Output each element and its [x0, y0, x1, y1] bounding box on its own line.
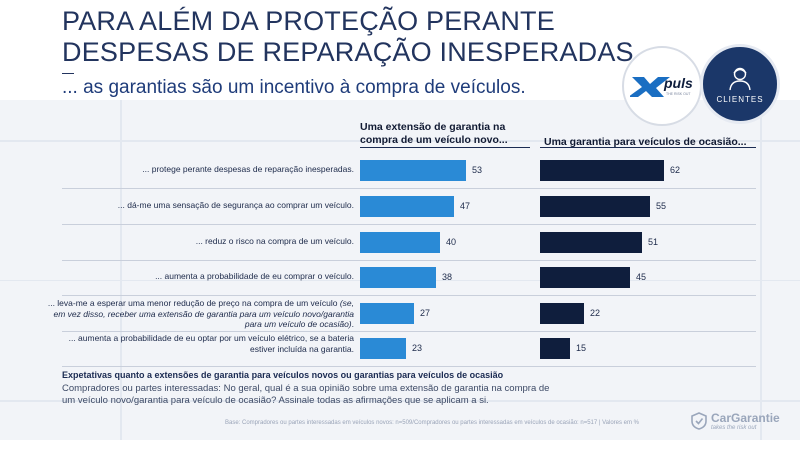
bar-new-vehicle — [360, 267, 436, 288]
column-header-new-rule — [360, 147, 530, 148]
clientes-label: CLIENTES — [716, 94, 764, 104]
bar-value-label: 38 — [442, 272, 453, 282]
title-underline — [62, 73, 74, 74]
bar-value-label: 40 — [446, 237, 457, 247]
cargarantie-tagline: takes the risk out — [711, 425, 757, 431]
puls-tagline: THE RISK OUT — [666, 92, 691, 96]
row-label: ... aumenta a probabilidade de eu compra… — [44, 271, 354, 282]
page-subtitle: ... as garantias são um incentivo à comp… — [62, 77, 526, 98]
column-header-used-vehicle: Uma garantia para veículos de ocasião... — [544, 136, 747, 148]
row-label-part: ... aumenta a probabilidade de eu optar … — [68, 333, 354, 354]
row-divider — [62, 331, 756, 332]
row-divider — [62, 366, 756, 367]
title-line-2: DESPESAS DE REPARAÇÃO INESPERADAS... — [62, 37, 657, 67]
bar-value-label: 53 — [472, 165, 483, 175]
base-note: Base: Compradores ou partes interessadas… — [225, 420, 640, 426]
bar-value-label: 23 — [412, 343, 423, 353]
bar-value-label: 45 — [636, 272, 647, 282]
puls-logo: puls THE RISK OUT — [622, 46, 702, 126]
clientes-badge: CLIENTES — [700, 44, 780, 124]
bar-used-vehicle — [540, 232, 642, 253]
bar-value-label: 15 — [576, 343, 587, 353]
bar-used-vehicle — [540, 267, 630, 288]
title-line-1: PARA ALÉM DA PROTEÇÃO PERANTE — [62, 6, 555, 36]
cargarantie-shield-icon — [691, 412, 707, 430]
column-header-used-rule — [540, 147, 756, 148]
bar-new-vehicle — [360, 196, 454, 217]
bar-new-vehicle — [360, 338, 406, 359]
bar-value-label: 22 — [590, 308, 601, 318]
row-label: ... aumenta a probabilidade de eu optar … — [44, 333, 354, 354]
bar-value-label: 51 — [648, 237, 659, 247]
bar-used-vehicle — [540, 303, 584, 324]
puls-wordmark: puls — [663, 75, 693, 91]
cargarantie-name: CarGarantie — [711, 411, 780, 425]
row-divider — [62, 260, 756, 261]
bar-new-vehicle — [360, 160, 466, 181]
row-label-part: . — [351, 319, 354, 329]
row-label: ... reduz o risco na compra de um veícul… — [44, 236, 354, 247]
cargarantie-logo: CarGarantie takes the risk out — [690, 411, 780, 431]
row-label-part: ... leva-me a esperar uma menor redução … — [47, 298, 340, 308]
bar-new-vehicle — [360, 303, 414, 324]
row-divider — [62, 295, 756, 296]
bar-value-label: 62 — [670, 165, 681, 175]
bar-value-label: 55 — [656, 201, 667, 211]
footer-question: Compradores ou partes interessadas: No g… — [62, 383, 550, 406]
row-label: ... leva-me a esperar uma menor redução … — [44, 298, 354, 330]
row-label-part: (se, em vez disso, receber uma extensão … — [53, 298, 354, 329]
bar-used-vehicle — [540, 196, 650, 217]
bar-value-label: 47 — [460, 201, 471, 211]
bar-value-label: 27 — [420, 308, 431, 318]
page-title: PARA ALÉM DA PROTEÇÃO PERANTE DESPESAS D… — [62, 6, 657, 68]
column-header-new-vehicle: Uma extensão de garantia na compra de um… — [360, 121, 508, 146]
row-divider — [62, 224, 756, 225]
row-divider — [62, 188, 756, 189]
row-label: ... dá-me uma sensação de segurança ao c… — [44, 200, 354, 211]
row-label: ... protege perante despesas de reparaçã… — [44, 164, 354, 175]
bar-used-vehicle — [540, 338, 570, 359]
footer-title: Expetativas quanto a extensões de garant… — [62, 370, 504, 380]
row-label-part: ... dá-me uma sensação de segurança ao c… — [117, 200, 354, 210]
puls-x-icon: puls THE RISK OUT — [630, 75, 693, 97]
customer-person-icon — [729, 67, 751, 90]
row-label-part: ... protege perante despesas de reparaçã… — [142, 164, 354, 174]
row-label-part: ... aumenta a probabilidade de eu compra… — [155, 271, 354, 281]
row-label-part: ... reduz o risco na compra de um veícul… — [195, 236, 354, 246]
bar-used-vehicle — [540, 160, 664, 181]
bar-new-vehicle — [360, 232, 440, 253]
